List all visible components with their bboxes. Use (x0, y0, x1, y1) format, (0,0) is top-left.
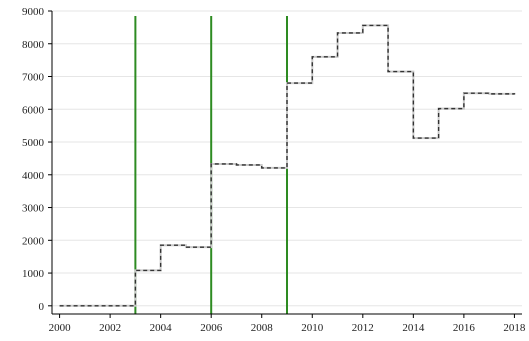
y-tick-label: 5000 (22, 137, 45, 149)
x-tick-label: 2002 (99, 322, 121, 334)
axes (48, 10, 522, 318)
x-tick-label: 2014 (402, 322, 425, 334)
x-tick-label: 2006 (200, 322, 223, 334)
y-tick-label: 7000 (22, 72, 45, 84)
x-tick-label: 2004 (150, 322, 173, 334)
series-line (59, 24, 516, 307)
x-tick-label: 2016 (453, 322, 476, 334)
tick-labels: 0 1000 2000 3000 4000 5000 6000 7000 8000 9000 200… (22, 6, 526, 334)
x-tick-label: 2018 (503, 322, 526, 334)
y-tick-label: 4000 (22, 170, 45, 182)
y-tick-label: 1000 (22, 268, 45, 280)
y-tick-label: 2000 (22, 235, 45, 247)
y-tick-label: 3000 (22, 203, 45, 215)
x-tick-label: 2008 (251, 322, 274, 334)
y-tick-label: 9000 (22, 6, 45, 18)
x-tick-label: 2010 (301, 322, 324, 334)
series-group (59, 24, 516, 307)
y-tick-label: 8000 (22, 39, 45, 51)
y-tick-label: 0 (39, 301, 45, 313)
x-tick-label: 2012 (352, 322, 374, 334)
y-tick-label: 6000 (22, 104, 45, 116)
x-tick-label: 2000 (49, 322, 72, 334)
